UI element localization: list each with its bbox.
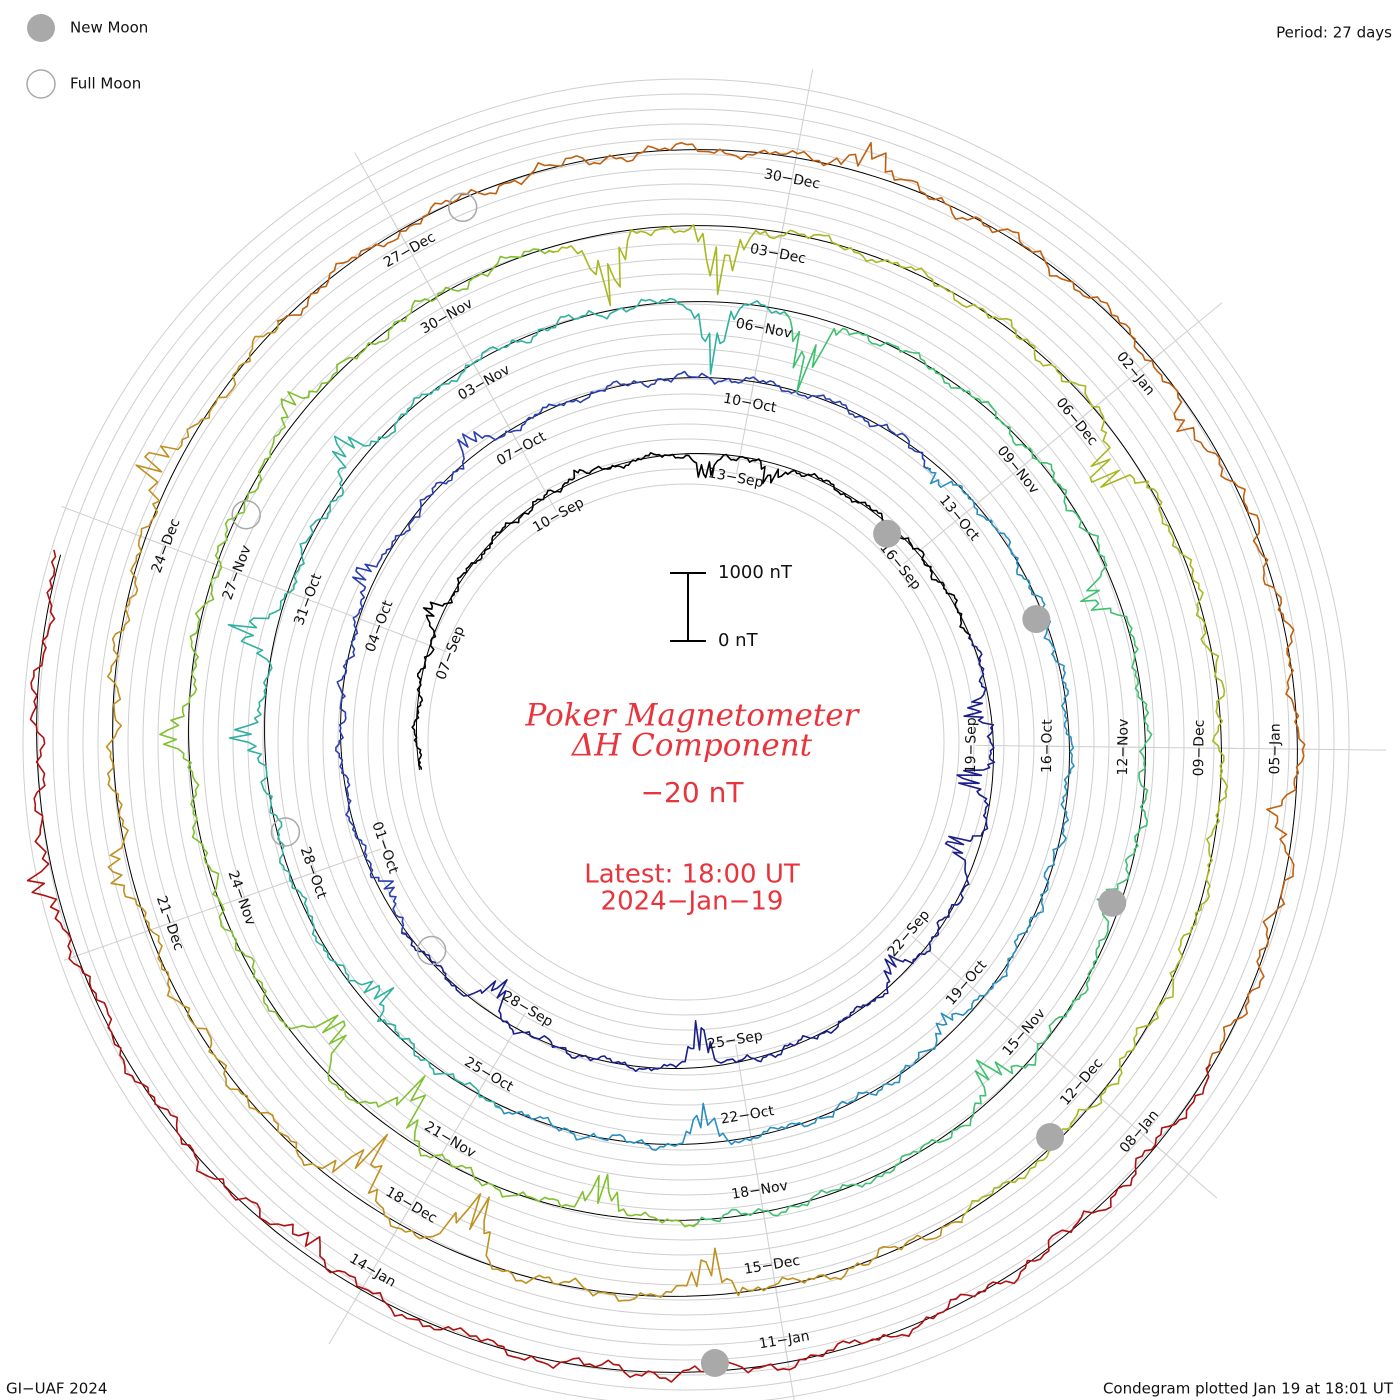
chart-title: Poker Magnetometer	[525, 698, 861, 734]
date-label: 22−Oct	[720, 1103, 776, 1128]
grid-ring	[337, 393, 1035, 1091]
trace-segment	[335, 370, 932, 936]
grid-ring	[52, 108, 1320, 1376]
grid-ring	[127, 183, 1245, 1301]
date-label: 30−Dec	[763, 166, 822, 192]
date-label: 12−Dec	[1057, 1055, 1106, 1108]
full-moon-legend-label: Full Moon	[70, 75, 141, 93]
grid-spoke	[1142, 1133, 1218, 1199]
trace-segment	[105, 318, 963, 1302]
grid-ring	[187, 243, 1185, 1241]
trace-segment	[227, 297, 789, 1109]
scale-top-label: 1000 nT	[718, 562, 793, 583]
new-moon-marker	[1022, 605, 1051, 634]
latest-date: 2024−Jan−19	[601, 887, 784, 917]
new-moon-marker	[873, 519, 902, 548]
date-label: 06−Dec	[1052, 395, 1100, 449]
full-moon-marker	[270, 817, 301, 847]
legend: New Moon Full Moon	[26, 14, 148, 99]
period-label: Period: 27 days	[1276, 24, 1392, 42]
grid-ring	[352, 408, 1020, 1076]
grid-ring	[97, 153, 1275, 1331]
grid-ring	[262, 318, 1110, 1166]
grid-ring	[37, 93, 1335, 1391]
baseline-value: −20 nT	[641, 776, 745, 809]
trace-segment	[495, 466, 1075, 1151]
grid-ring	[67, 123, 1305, 1361]
date-label: 05−Jan	[1267, 723, 1284, 774]
trace-segment	[547, 224, 1229, 1223]
date-label: 04−Oct	[363, 598, 397, 654]
date-label: 07−Sep	[433, 624, 468, 682]
date-label: 27−Dec	[381, 229, 438, 271]
grid-ring	[412, 468, 960, 1016]
date-label: 24−Dec	[149, 517, 184, 576]
chart-component: ΔH Component	[571, 728, 813, 764]
grid-ring	[202, 258, 1170, 1226]
date-label: 15−Nov	[1000, 1006, 1049, 1060]
date-label: 09−Dec	[1191, 720, 1208, 777]
date-label: 16−Oct	[1039, 719, 1056, 773]
new-moon-legend-icon	[27, 14, 55, 42]
full-moon-marker	[231, 499, 261, 530]
grid-spoke	[792, 69, 814, 176]
new-moon-marker	[700, 1349, 729, 1377]
date-label: 25−Sep	[706, 1028, 764, 1053]
date-label: 18−Nov	[730, 1178, 789, 1203]
scale-bar: 1000 nT 0 nT	[670, 562, 793, 651]
grid-ring	[307, 363, 1065, 1121]
grid-ring	[427, 483, 945, 1001]
grid-spoke	[784, 1344, 795, 1400]
grid-ring	[217, 273, 1155, 1211]
new-moon-marker	[1098, 888, 1127, 917]
new-moon-legend-label: New Moon	[70, 19, 148, 37]
date-label: 19−Sep	[963, 717, 980, 773]
date-label: 13−Oct	[936, 492, 983, 544]
full-moon-legend-icon	[26, 69, 56, 99]
grid-ring	[277, 333, 1095, 1151]
date-label: 18−Dec	[383, 1184, 440, 1227]
trace-segment	[276, 141, 1306, 1071]
grid-ring	[232, 288, 1140, 1196]
grid-ring	[22, 78, 1350, 1400]
grid-ring	[322, 378, 1050, 1106]
date-label: 08−Jan	[1117, 1107, 1162, 1156]
trace-segment	[159, 248, 699, 1228]
date-label: 10−Oct	[722, 391, 778, 417]
new-moon-marker	[1036, 1123, 1065, 1152]
footer-plotted-time: Condegram plotted Jan 19 at 18:01 UT	[1103, 1380, 1394, 1398]
grid-ring	[172, 228, 1200, 1256]
grid-spoke	[1279, 748, 1386, 751]
footer-credit: GI−UAF 2024	[6, 1380, 107, 1398]
scale-bottom-label: 0 nT	[718, 630, 759, 651]
date-label: 12−Nov	[1115, 719, 1132, 776]
grid-ring	[82, 138, 1290, 1346]
trace-layer	[26, 141, 1306, 1383]
latest-time: Latest: 18:00 UT	[584, 860, 800, 890]
trace-segment	[26, 549, 1212, 1383]
date-label: 03−Nov	[455, 362, 512, 404]
center-title: Poker Magnetometer ΔH Component −20 nT L…	[525, 698, 861, 917]
date-label: 01−Oct	[368, 820, 401, 877]
date-label: 13−Sep	[707, 465, 765, 491]
full-moon-marker	[416, 935, 447, 966]
date-label: 09−Nov	[994, 443, 1042, 497]
grid-spoke	[328, 1273, 371, 1345]
trace-segment	[692, 311, 1153, 1227]
date-label: 19−Oct	[943, 957, 991, 1009]
grid-ring	[382, 438, 990, 1046]
moon-marker-layer	[231, 192, 1127, 1377]
trace-segment	[401, 636, 996, 1072]
full-moon-marker	[447, 192, 478, 223]
date-label: 03−Dec	[749, 241, 808, 267]
